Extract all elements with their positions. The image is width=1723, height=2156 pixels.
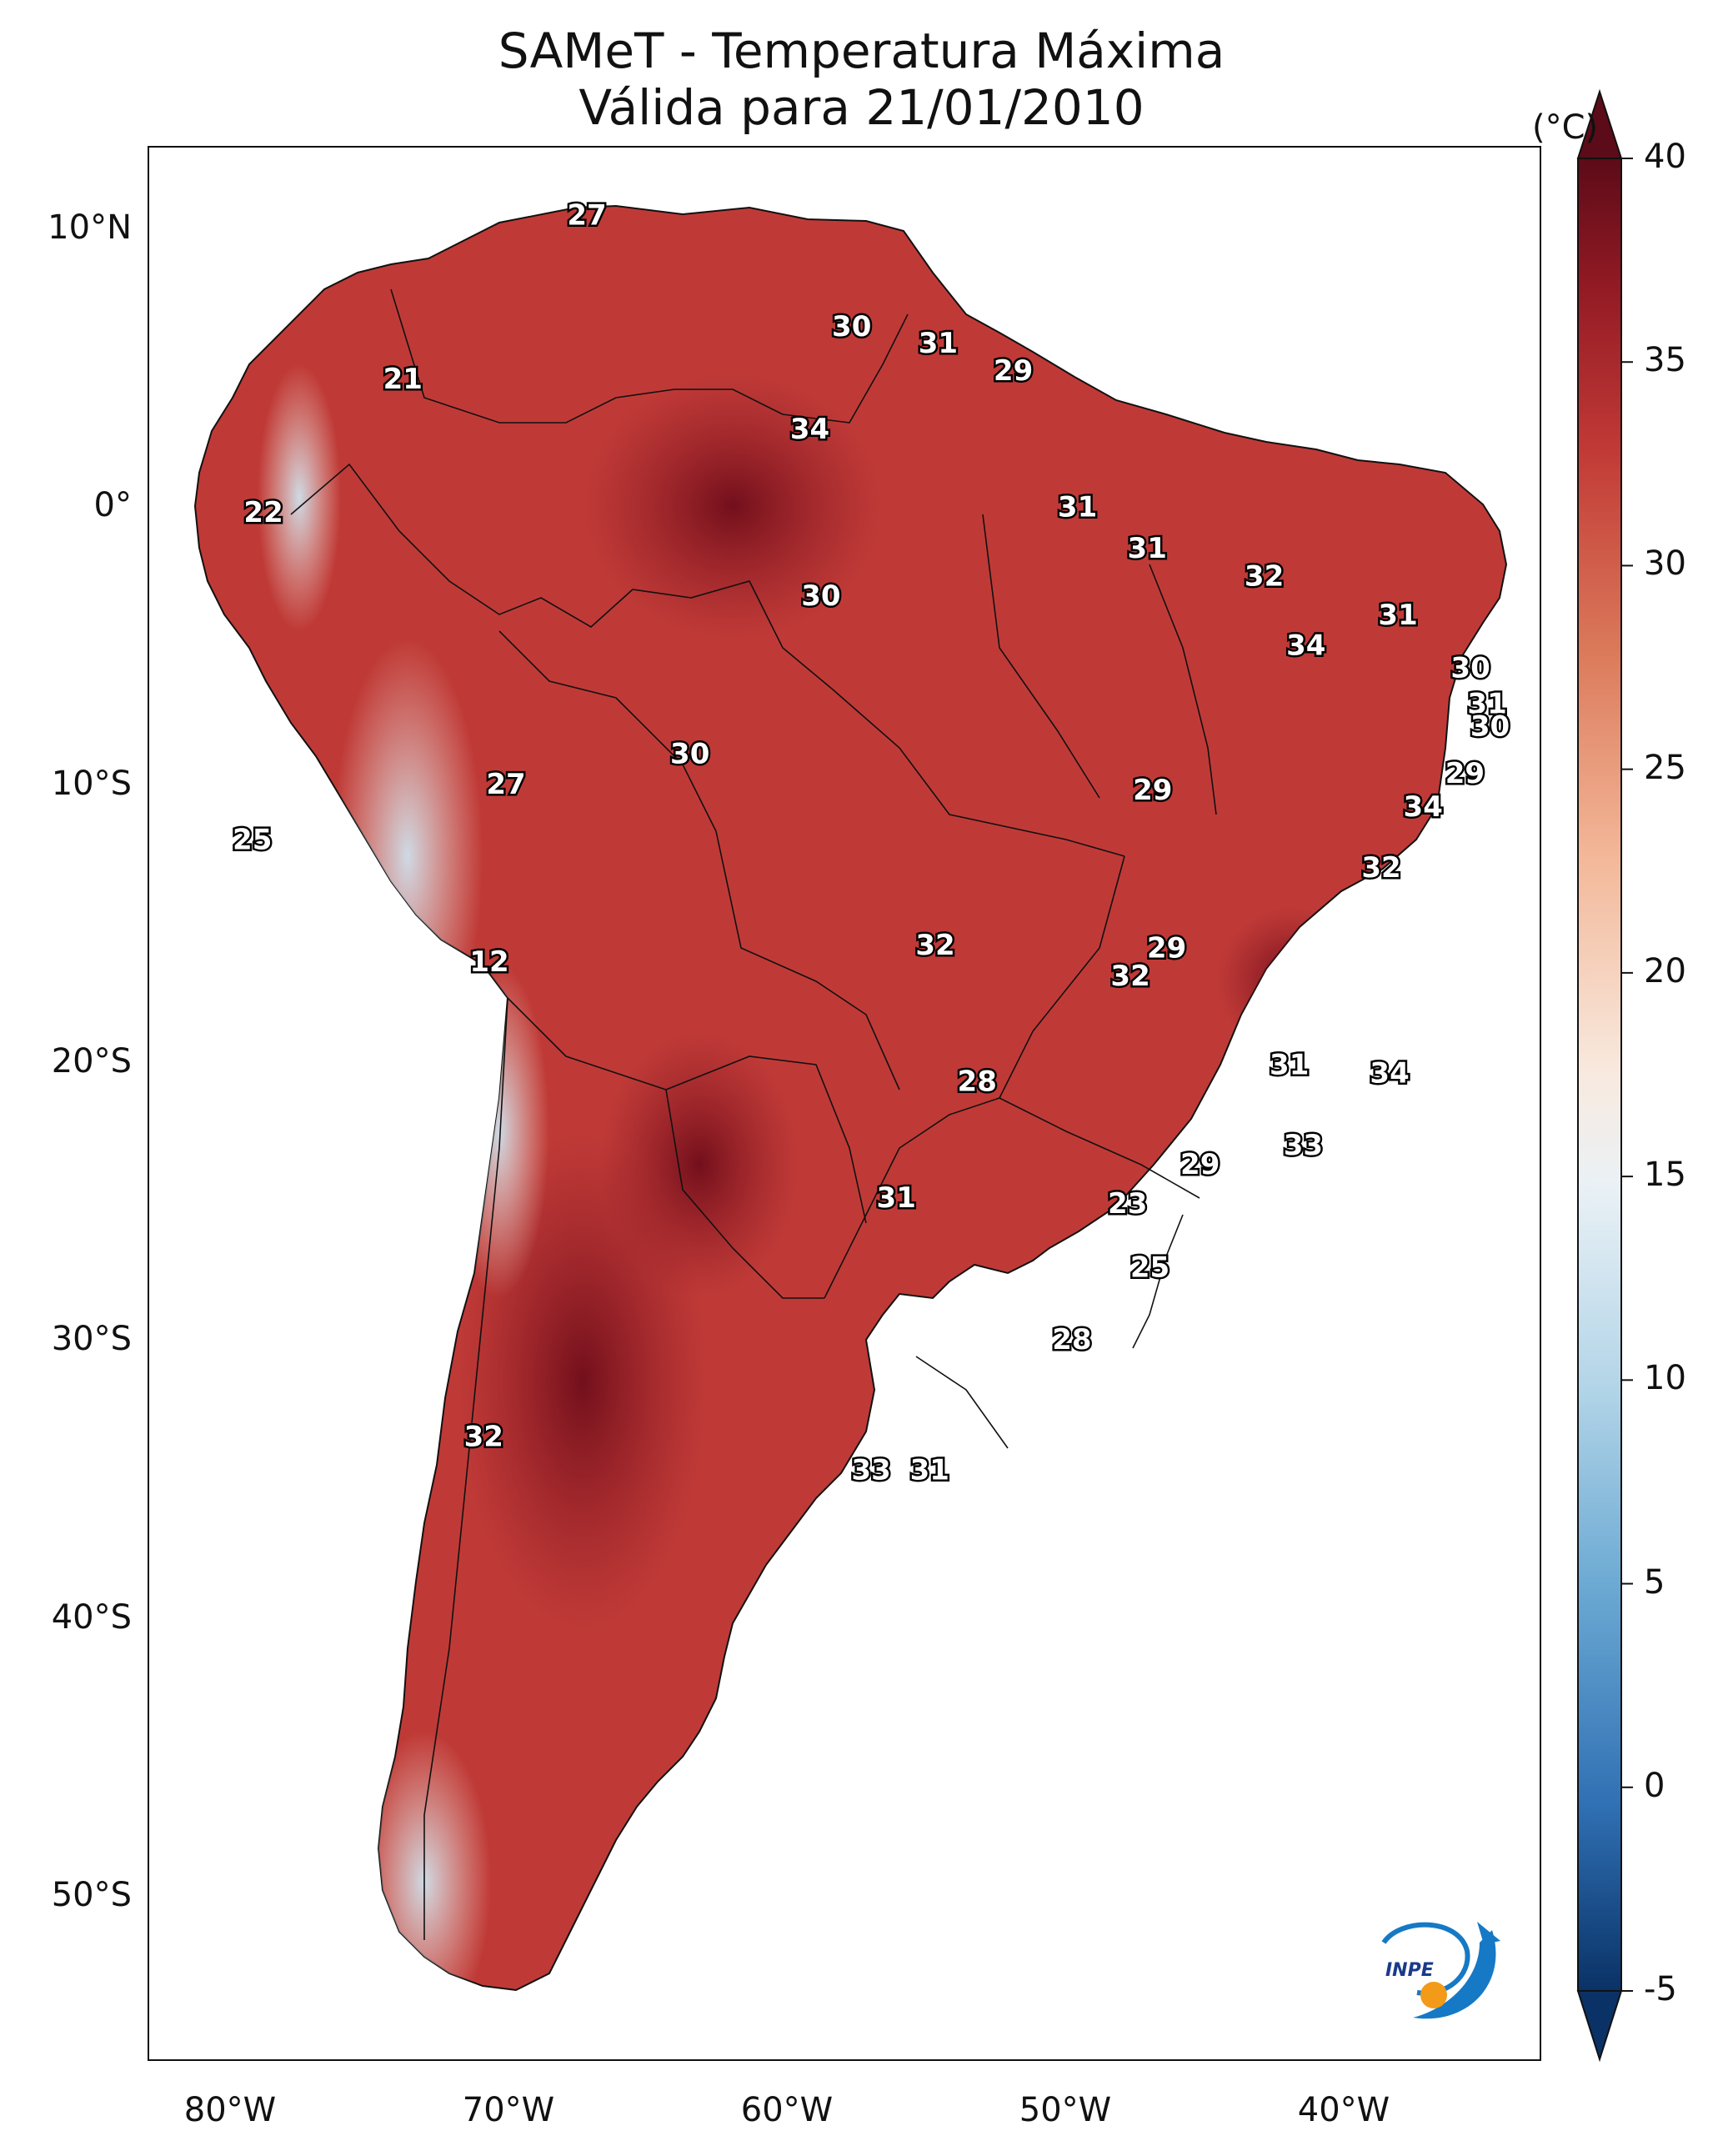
temperature-value-label: 25: [1130, 1251, 1170, 1284]
temperature-value-label: 28: [1052, 1323, 1091, 1356]
colorbar-tick-label: 10: [1644, 1359, 1686, 1398]
lat-label-30s: 30°S: [51, 1320, 132, 1358]
temperature-value-label: 30: [1470, 709, 1510, 743]
colorbar-tick-label: 20: [1644, 951, 1686, 990]
colorbar-tick-label: 35: [1644, 341, 1686, 380]
temperature-value-label: 12: [469, 945, 508, 979]
temperature-value-label: 31: [1378, 599, 1417, 632]
temperature-value-label: 31: [1058, 490, 1097, 524]
lon-label-80w: 80°W: [183, 2091, 277, 2129]
lat-label-40s: 40°S: [51, 1598, 132, 1637]
lat-label-20s: 20°S: [51, 1042, 132, 1081]
lat-label-10s: 10°S: [51, 765, 132, 803]
colorbar-tick-label: 0: [1644, 1766, 1665, 1805]
temperature-value-label: 29: [1147, 932, 1186, 965]
temperature-value-label: 34: [1404, 790, 1443, 824]
colorbar-tick-label: 40: [1644, 138, 1686, 176]
temperature-value-label: 27: [567, 199, 606, 233]
temperature-value-label: 21: [383, 363, 423, 396]
temperature-value-label: 34: [790, 413, 829, 446]
temperature-value-label: 31: [1270, 1048, 1309, 1081]
temperature-value-label: 28: [958, 1065, 997, 1098]
lon-label-40w: 40°W: [1297, 2091, 1390, 2129]
lat-label-10n: 10°N: [48, 208, 132, 247]
inpe-logo-text: INPE: [1385, 1960, 1434, 1981]
temperature-value-label: 29: [994, 354, 1033, 388]
country-borders: [290, 288, 1217, 1940]
colorbar-tick-label: 15: [1644, 1156, 1686, 1195]
temperature-value-label: 30: [670, 738, 709, 771]
temperature-value-label: 31: [910, 1453, 949, 1487]
colorbar-tick-label: 5: [1644, 1562, 1665, 1602]
temperature-value-label: 32: [915, 929, 954, 962]
temperature-value-label: 32: [464, 1421, 503, 1454]
inpe-logo: INPE: [1381, 1922, 1500, 2019]
temperature-value-label: 27: [486, 768, 525, 801]
temperature-value-label: 32: [1361, 851, 1400, 885]
colorbar-bottom-arrow: [1576, 1990, 1623, 2063]
temperature-value-label: 31: [1467, 688, 1506, 721]
lon-label-70w: 70°W: [462, 2091, 555, 2129]
temperature-value-label: 30: [801, 579, 840, 613]
temperature-value-label: 29: [1180, 1148, 1220, 1181]
temperature-value-label: 33: [851, 1453, 890, 1487]
lat-label-0: 0°: [93, 486, 132, 524]
temperature-value-label: 31: [919, 327, 958, 360]
temperature-value-label: 25: [233, 824, 272, 857]
temperature-value-label: 32: [1245, 560, 1284, 594]
map-frame: 27 30 31 29 21 34 31 22 31 32 30 31 34 30 31 30 30 29 27 29…: [148, 146, 1541, 2061]
temperature-value-label: 34: [1370, 1056, 1409, 1090]
colorbar-unit: (°C): [1532, 108, 1599, 147]
lon-label-60w: 60°W: [740, 2091, 834, 2129]
temperature-value-label: 32: [1110, 960, 1150, 993]
temperature-value-label: 31: [1128, 532, 1167, 565]
temperature-value-label: 30: [832, 310, 871, 343]
temperature-value-label: 33: [1284, 1129, 1323, 1162]
colorbar-tick-label: 30: [1644, 544, 1686, 584]
temperature-value-label: 29: [1445, 757, 1485, 790]
lat-label-50s: 50°S: [51, 1876, 132, 1914]
colorbar-gradient: [1577, 158, 1622, 1992]
temperature-value-label: 31: [877, 1181, 916, 1215]
temperature-value-label: 30: [1450, 651, 1490, 684]
temperature-value-label: 23: [1108, 1187, 1147, 1221]
lon-label-50w: 50°W: [1019, 2091, 1112, 2129]
colorbar-tick-label: 25: [1644, 748, 1686, 787]
temperature-value-label: 29: [1133, 774, 1172, 807]
temperature-value-label: 22: [243, 496, 283, 529]
colorbar-tick-label: -5: [1644, 1970, 1677, 2008]
temperature-value-label: 34: [1286, 629, 1325, 663]
map-title-line1: SAMeT - Temperatura Máxima: [498, 23, 1225, 79]
map-title-line2: Válida para 21/01/2010: [579, 79, 1144, 136]
